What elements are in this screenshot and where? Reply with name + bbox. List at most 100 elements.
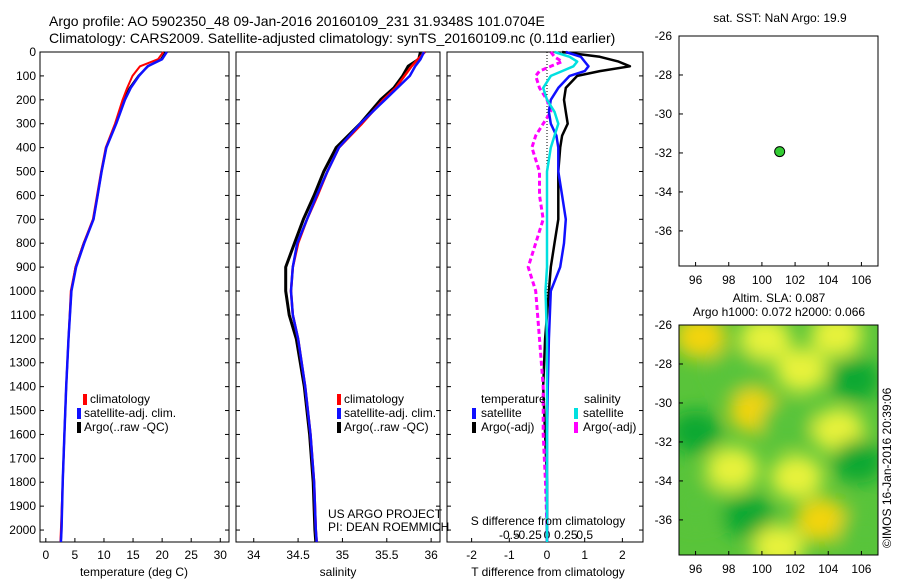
- legend-s-argo-label: Argo(-adj): [583, 420, 636, 434]
- legend-satellite-label: satellite-adj. clim.: [344, 406, 436, 420]
- map-x-tick-label: 98: [722, 273, 736, 287]
- top-x-tick-label: 0.5: [576, 528, 593, 542]
- depth-tick-label: 400: [16, 141, 36, 155]
- salinity-panel: 34 34.5 35 35.5 36 salinity climatology sate…: [235, 51, 449, 579]
- legend-argo-swatch: [77, 422, 81, 433]
- depth-tick-label: 1800: [9, 475, 36, 489]
- x-tick-label: 10: [97, 548, 111, 562]
- legend-s-argo-swatch: [574, 422, 578, 433]
- map-y-tick-label: -30: [655, 396, 673, 410]
- x-tick-label: 5: [72, 548, 79, 562]
- map-y-tick-label: -26: [655, 318, 673, 332]
- depth-tick-label: 900: [16, 260, 36, 274]
- legend-s-satellite-label: satellite: [583, 406, 624, 420]
- project-line1: US ARGO PROJECT: [328, 507, 443, 521]
- legend-t-satellite-label: satellite: [481, 406, 522, 420]
- x-tick-label: 2: [619, 548, 626, 562]
- x-tick-label: 34: [247, 548, 261, 562]
- legend-climatology-swatch: [337, 394, 341, 405]
- legend-satellite-label: satellite-adj. clim.: [84, 406, 176, 420]
- x-tick-label: 36: [424, 548, 438, 562]
- depth-tick-label: 500: [16, 165, 36, 179]
- heatmap-cell: [770, 455, 823, 500]
- heatmap-cell: [810, 325, 863, 357]
- salinity-frame: [235, 51, 441, 543]
- location-map-title: sat. SST: NaN Argo: 19.9: [713, 11, 847, 25]
- difference-s_satellite-line: [541, 50, 579, 542]
- depth-tick-label: 1400: [9, 380, 36, 394]
- depth-tick-label: 1100: [10, 308, 36, 322]
- x-tick-label: 1: [581, 548, 588, 562]
- salinity-argo-line: [284, 51, 422, 543]
- altimetry-title-line1: Altim. SLA: 0.087: [733, 291, 826, 305]
- depth-tick-label: 1600: [9, 427, 36, 441]
- map-x-tick-label: 106: [851, 273, 871, 287]
- temperature-satellite-line: [59, 51, 168, 543]
- difference-top-xlabel: S difference from climatology: [471, 514, 626, 528]
- map-y-tick-label: -36: [655, 224, 673, 238]
- map-y-tick-label: -28: [655, 68, 673, 82]
- difference-t_argo-line: [541, 50, 632, 542]
- legend-climatology-swatch: [83, 394, 87, 405]
- temperature-xlabel: temperature (deg C): [80, 565, 188, 579]
- map-x-tick-label: 100: [752, 562, 772, 576]
- x-tick-label: -2: [466, 548, 477, 562]
- depth-tick-label: 1200: [9, 332, 36, 346]
- heatmap-cell: [828, 357, 878, 402]
- depth-tick-label: 300: [16, 117, 36, 131]
- heatmap-cell: [722, 494, 775, 539]
- legend-argo-label: Argo(..raw -QC): [344, 420, 429, 434]
- header-line2: Climatology: CARS2009. Satellite-adjuste…: [49, 30, 615, 46]
- heatmap-cell: [739, 325, 792, 361]
- map-y-tick-label: -28: [655, 357, 673, 371]
- heatmap-cell: [679, 482, 722, 527]
- temperature-climatology-line: [59, 51, 165, 543]
- float-position-marker: [774, 146, 786, 158]
- temperature-frame: [39, 51, 230, 543]
- map-x-tick-label: 102: [785, 562, 805, 576]
- depth-tick-label: 2000: [9, 523, 36, 537]
- top-x-tick-label: 0.25: [554, 528, 578, 542]
- x-tick-label: 35: [336, 548, 350, 562]
- difference-xlabel: T difference from climatology: [471, 565, 625, 579]
- legend-climatology-label: climatology: [90, 392, 150, 406]
- x-tick-label: 15: [126, 548, 140, 562]
- heatmap-cell: [679, 325, 727, 359]
- x-tick-label: 20: [155, 548, 169, 562]
- heatmap-cell: [752, 525, 805, 555]
- legend-t-satellite-swatch: [472, 408, 476, 419]
- map-y-tick-label: -32: [655, 146, 673, 160]
- heatmap-cell: [838, 509, 878, 554]
- map-x-tick-label: 96: [689, 273, 703, 287]
- altimetry-map-frame: [678, 324, 879, 556]
- depth-tick-label: 0: [29, 45, 36, 59]
- altimetry-title-line2: Argo h1000: 0.072 h2000: 0.066: [693, 305, 865, 319]
- legend-salinity-header: salinity: [584, 392, 621, 406]
- x-tick-label: -1: [504, 548, 515, 562]
- difference-panel: -2 -1 0 1 2-0.5-0.25 0 0.250.5 temperature sal…: [446, 50, 644, 579]
- map-x-tick-label: 102: [785, 273, 805, 287]
- map-y-tick-label: -26: [655, 29, 673, 43]
- legend-satellite-swatch: [77, 408, 81, 419]
- salinity-xlabel: salinity: [320, 565, 357, 579]
- altimetry-map-panel: Altim. SLA: 0.087 Argo h1000: 0.072 h200…: [655, 291, 879, 576]
- salinity-satellite-line: [289, 51, 426, 543]
- x-tick-label: 34.5: [286, 548, 310, 562]
- x-tick-label: 35.5: [375, 548, 399, 562]
- map-x-tick-label: 100: [752, 273, 772, 287]
- depth-tick-label: 800: [16, 236, 36, 250]
- legend-temperature-header: temperature: [481, 392, 546, 406]
- map-x-tick-label: 104: [818, 562, 838, 576]
- depth-tick-label: 1300: [9, 356, 36, 370]
- x-tick-label: 25: [185, 548, 199, 562]
- depth-tick-label: 100: [16, 69, 36, 83]
- x-tick-label: 0: [544, 548, 551, 562]
- temperature-panel: 0100200300400500600700800900100011001200…: [9, 45, 643, 579]
- legend-t-argo-label: Argo(-adj): [481, 420, 534, 434]
- heatmap-cell: [706, 447, 759, 492]
- heatmap-cell: [795, 497, 848, 542]
- map-x-tick-label: 106: [851, 562, 871, 576]
- top-x-tick-label: -0.25: [514, 528, 542, 542]
- legend-t-argo-swatch: [472, 422, 476, 433]
